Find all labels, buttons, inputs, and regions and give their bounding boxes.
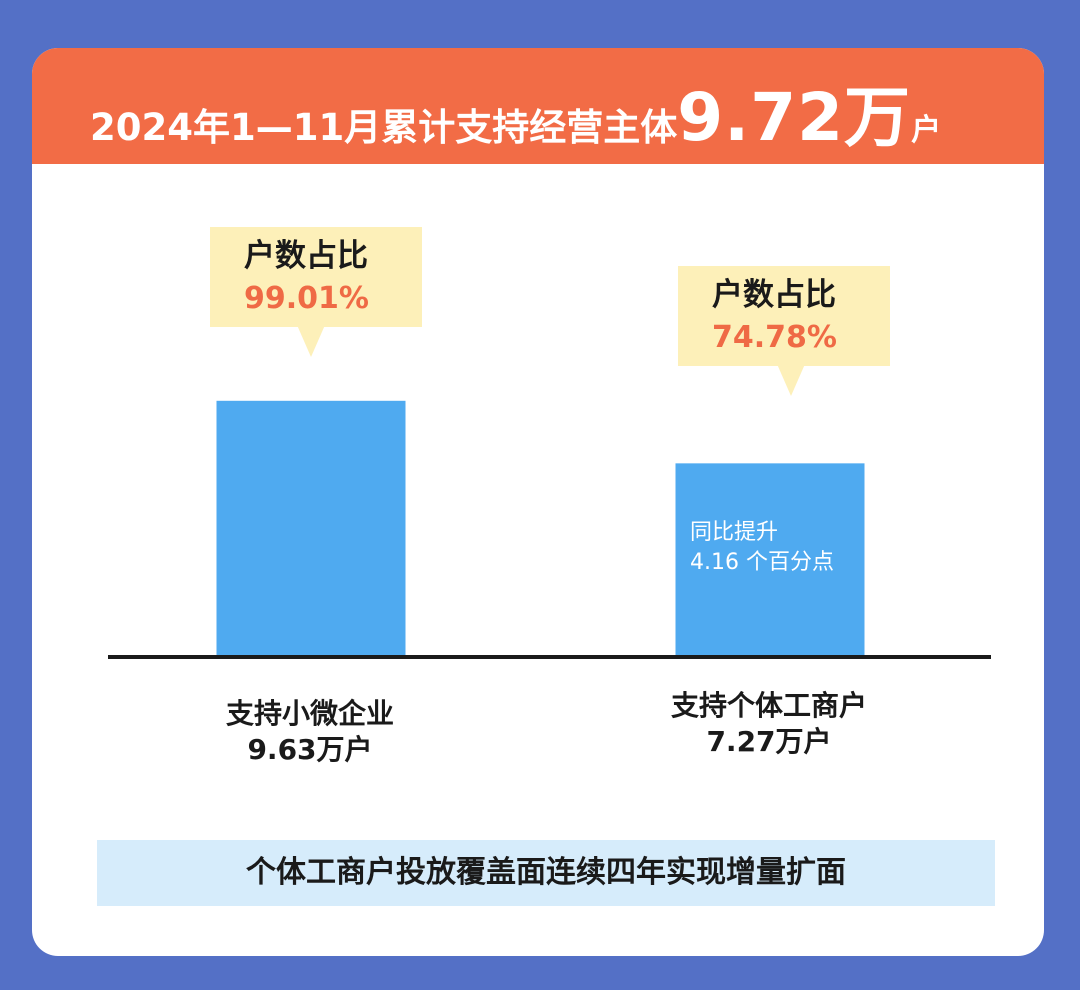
page-title: 2024年1—11月累计支持经营主体9.72万户 [90,85,942,161]
category-label-small-business: 支持小微企业 9.63万户 [150,696,470,768]
category-name: 支持个体工商户 [670,689,867,722]
share-label: 户数占比 [244,238,368,274]
category-value: 7.27万户 [706,725,832,758]
bar-individual [675,463,865,656]
share-callout-individual: 户数占比 74.78% [678,266,890,396]
bar-chart [108,400,991,659]
header-banner: 2024年1—11月累计支持经营主体9.72万户 [32,48,1044,164]
title-prefix: 2024年1—11月累计支持经营主体 [90,106,678,149]
title-value: 9.72万 [677,79,912,156]
category-value: 9.63万户 [247,733,373,766]
share-value-individual: 74.78% [712,320,837,355]
share-value-small-business: 99.01% [244,281,369,316]
share-callout-small-business: 户数占比 99.01% [210,227,422,357]
share-label: 户数占比 [712,277,836,313]
footer-banner: 个体工商户投放覆盖面连续四年实现增量扩面 [97,840,995,906]
bar-small-business [216,400,406,656]
callout-pointer [297,325,325,357]
category-name: 支持小微企业 [225,697,394,730]
title-unit: 户 [911,113,942,148]
category-label-individual: 支持个体工商户 7.27万户 [609,688,929,760]
infographic-card: 2024年1—11月累计支持经营主体9.72万户 户数占比 99.01% 户数占… [32,48,1044,956]
bar-note-line-1: 同比提升 [690,520,779,545]
bar-note: 同比提升 4.16 个百分点 [690,518,834,578]
callout-pointer [777,364,805,396]
bar-note-line-2: 4.16 个百分点 [690,550,834,575]
